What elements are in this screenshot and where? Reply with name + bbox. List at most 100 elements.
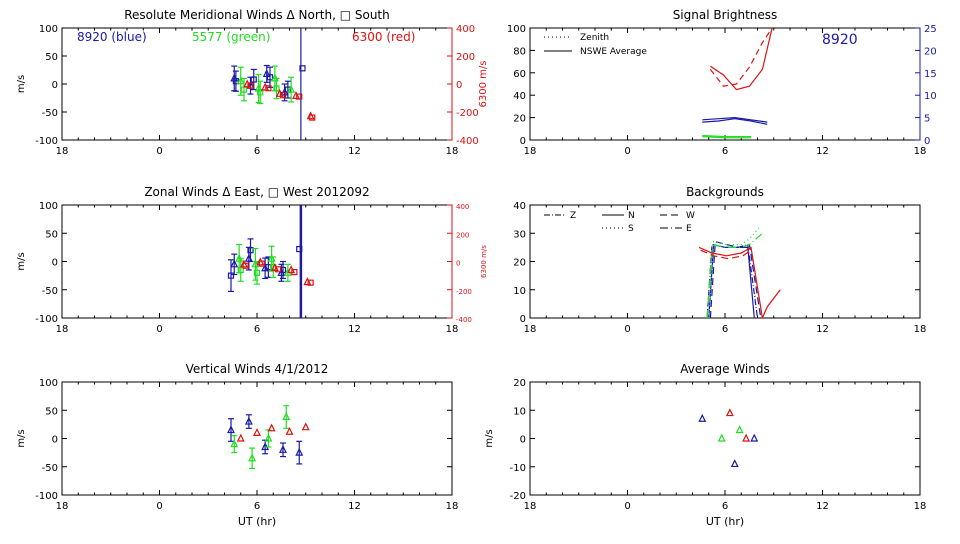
legend-label: Z [570,211,576,221]
y-axis-label: m/s [16,75,27,93]
data-point-square [253,269,261,276]
x-tick-label: 0 [156,146,162,157]
panel-average: Average Winds 18 0 6 12 18 20 10 0 -10 -20 m/s UT (h… [484,362,926,528]
chart-title: Zonal Winds Δ East, □ West 2012092 [144,185,369,199]
y-tick-label: 50 [45,406,58,417]
y-tick-label: -10 [510,463,526,474]
data-point-triangle [303,277,312,286]
y-tick-label: 20 [513,378,526,389]
x-tick-label: 12 [348,324,361,335]
x-tick-label: 18 [524,146,537,157]
legend-label-1: 5577 (green) [192,30,270,44]
x-tick-label: 0 [156,324,162,335]
x-tick-label: 18 [914,501,927,512]
right-y-tick-label: 20 [924,46,937,57]
x-tick-label: 18 [524,324,537,335]
y-tick-label: 50 [45,52,58,63]
legend-label-0: 8920 (blue) [77,30,147,44]
data-point-square [275,266,282,273]
right-y-axis-label: 6300 m/s [478,61,489,108]
y-tick-label: 0 [52,258,58,269]
series-line [698,246,781,318]
y-axis-label: m/s [484,429,495,447]
chart-title: Backgrounds [686,185,764,199]
data-point-triangle [295,447,304,456]
data-point-triangle [244,416,253,425]
data-point-square [309,114,316,121]
data-point-square [237,266,244,274]
x-tick-label: 18 [914,146,927,157]
y-tick-label: -100 [35,491,58,502]
x-tick-label: 18 [524,501,537,512]
y-tick-label: 80 [513,46,526,57]
plot-frame [61,27,453,141]
data-point-triangle [262,69,271,78]
x-tick-label: 18 [446,146,459,157]
data-point-square [227,272,235,279]
y-tick-label: -50 [42,286,58,297]
y-axis-label: m/s [16,252,27,270]
legend-label: N [628,211,635,221]
right-y-tick-label: 0 [456,260,460,268]
data-point-square [250,76,257,83]
data-point-triangle [698,413,707,422]
x-tick-label: 18 [446,324,459,335]
x-tick-label: 12 [348,501,361,512]
right-y-tick-label: 5 [924,114,930,125]
data-point-triangle [725,408,734,417]
legend-label: W [686,211,695,221]
data-layer [230,64,316,121]
series-line [702,118,768,125]
x-tick-label: 18 [56,324,69,335]
y-tick-label: 0 [520,435,526,446]
y-tick-label: 0 [520,136,526,147]
x-axis-label: UT (hr) [706,515,744,528]
series-line [700,249,752,260]
data-point-triangle [287,84,296,93]
right-y-tick-label: -400 [456,316,472,324]
x-tick-label: 18 [56,146,69,157]
data-point-triangle [264,433,273,442]
plot-frame [529,204,921,319]
right-y-tick-label: 15 [924,69,937,80]
legend-label: S [628,224,634,234]
series-line [706,232,763,318]
x-tick-label: 18 [446,501,459,512]
data-point-triangle [301,422,310,431]
series-line [702,136,751,139]
y-tick-label: -20 [510,491,526,502]
y-tick-label: 100 [39,378,58,389]
data-point-square [296,245,303,253]
x-tick-label: 0 [156,501,162,512]
y-tick-label: 10 [513,286,526,297]
panel-vertical: Vertical Winds 4/1/2012 18 0 6 12 18 100 50 0 -50… [16,362,458,528]
plot-frame [529,381,921,496]
right-y-tick-label: 0 [924,136,930,147]
data-point-triangle [236,433,245,442]
data-point-square [247,82,254,89]
data-point-square [258,260,265,267]
x-tick-label: 0 [624,324,630,335]
y-tick-label: 60 [513,69,526,80]
data-point-triangle [282,412,291,421]
data-point-triangle [750,433,759,442]
x-tick-label: 12 [348,146,361,157]
data-layer [227,405,310,470]
y-tick-label: 10 [513,406,526,417]
y-tick-label: 100 [39,201,58,212]
series-line [702,116,768,123]
data-layer [698,408,759,468]
x-axis-label: UT (hr) [238,515,276,528]
data-point-square [291,268,298,276]
x-tick-label: 18 [914,324,927,335]
plot-frame [529,27,921,141]
chart-title: Vertical Winds 4/1/2012 [186,362,329,376]
data-point-triangle [261,82,270,91]
x-tick-label: 6 [254,501,260,512]
data-point-square [257,89,264,96]
y-tick-label: -100 [35,136,58,147]
data-point-square [279,92,287,99]
